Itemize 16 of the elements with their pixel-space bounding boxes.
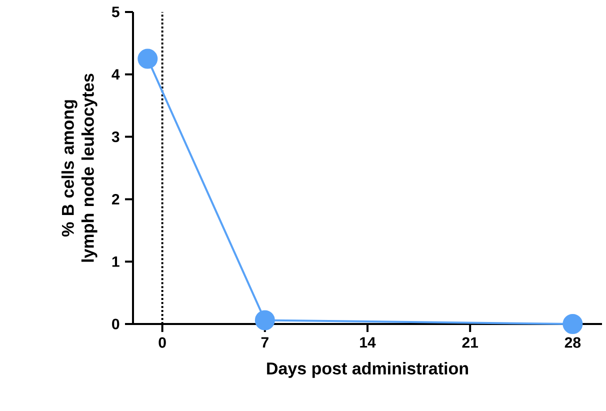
- x-tick-label: 14: [360, 337, 376, 348]
- y-tick-label: 0: [112, 318, 120, 330]
- point: [138, 48, 158, 69]
- x-tick-label: 7: [261, 337, 268, 348]
- point: [562, 314, 583, 334]
- x-axis-title: Days post administration: [267, 362, 468, 378]
- y-tick-label: 1: [112, 256, 120, 267]
- y-tick-label: 5: [112, 6, 120, 18]
- y-tick-label: 3: [112, 131, 120, 142]
- y-tick-label: 4: [112, 69, 120, 80]
- y-tick-label: 2: [112, 194, 120, 204]
- y-axis-title: % B cells among lymph node leukocytes: [61, 74, 98, 262]
- point: [254, 310, 275, 330]
- x-tick-label: 0: [158, 337, 166, 348]
- x-tick-label: 28: [564, 337, 581, 348]
- x-tick-label: 21: [462, 337, 478, 348]
